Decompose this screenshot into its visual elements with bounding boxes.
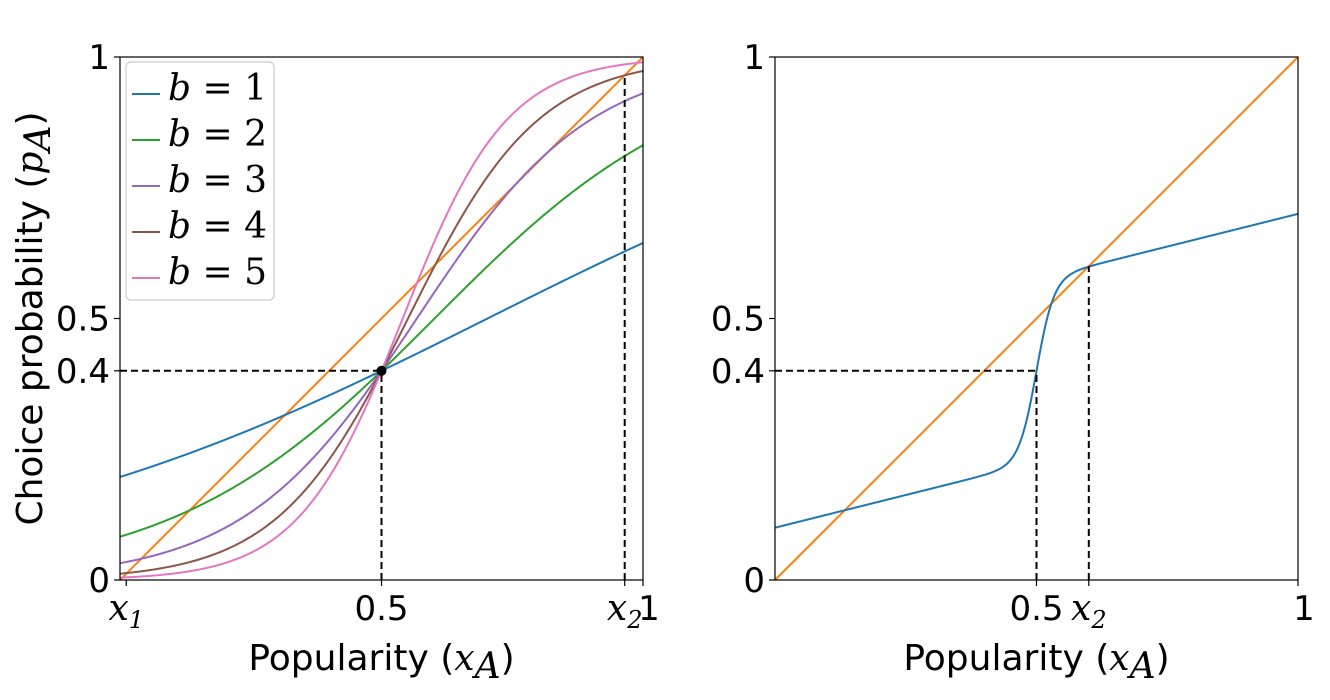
y-tick-label: 0.4 (56, 352, 110, 392)
y-tick-label: 0 (743, 561, 765, 601)
x-tick-label: x2 (607, 588, 643, 634)
diagonal-line (774, 56, 1299, 581)
y-tick-label: 0.5 (711, 300, 765, 340)
legend-label-4: b = 4 (168, 206, 267, 247)
x-tick-label: 1 (638, 589, 660, 629)
x-tick-label: 0.5 (1009, 589, 1063, 629)
x-tick-label: x1 (108, 588, 144, 634)
x-tick-label: x2 (1071, 588, 1107, 634)
legend-label-1: b = 1 (168, 68, 267, 109)
fixed-point-marker (376, 365, 387, 376)
y-tick-label: 0 (88, 561, 110, 601)
legend-label-3: b = 3 (168, 160, 267, 201)
legend-label-2: b = 2 (168, 114, 267, 155)
legend: b = 1 b = 2 b = 3 b = 4 b = 5 (125, 61, 275, 301)
y-tick-label: 1 (743, 38, 765, 78)
x-axis-label: Popularity (xA) (903, 638, 1169, 687)
y-tick-label: 0.5 (56, 300, 110, 340)
y-tick-label: 1 (88, 38, 110, 78)
legend-box (125, 61, 275, 301)
legend-label-5: b = 5 (168, 252, 267, 293)
x-tick-label: 1 (1293, 589, 1315, 629)
x-tick-label: 0.5 (354, 589, 408, 629)
y-tick-label: 0.4 (711, 352, 765, 392)
y-axis-label: Choice probability (pA) (10, 111, 59, 525)
x-axis-label: Popularity (xA) (248, 638, 514, 687)
